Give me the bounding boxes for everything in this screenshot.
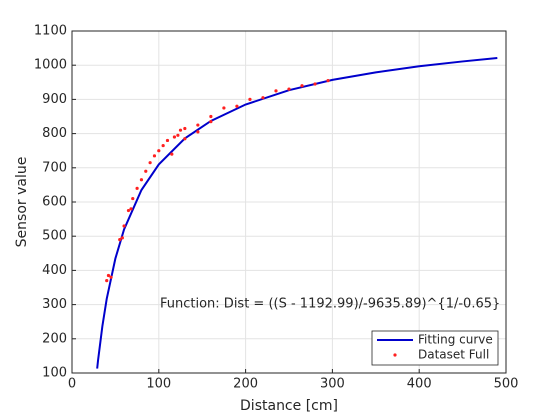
y-tick-label: 1000 bbox=[34, 58, 67, 73]
data-point bbox=[122, 224, 126, 228]
data-point bbox=[261, 96, 265, 100]
data-point bbox=[183, 126, 187, 131]
data-point bbox=[176, 133, 180, 137]
data-point bbox=[131, 196, 135, 201]
data-point bbox=[209, 120, 213, 124]
data-point bbox=[183, 137, 187, 141]
ticks: 0 100 200 300 400 500100200300400500600700800… bbox=[34, 24, 519, 392]
annotation: Function: Dist = ((S - 1192.99)/-9635.89… bbox=[160, 297, 500, 312]
y-tick-label: 200 bbox=[42, 331, 67, 346]
y-tick-label: 500 bbox=[42, 229, 67, 244]
data-point bbox=[161, 143, 165, 148]
data-point bbox=[300, 84, 304, 88]
data-point bbox=[326, 78, 330, 83]
legend-box bbox=[371, 330, 499, 366]
y-tick-label: 900 bbox=[42, 92, 67, 107]
grid bbox=[71, 30, 507, 374]
data-point bbox=[157, 149, 161, 153]
x-tick-label: 200 bbox=[233, 377, 258, 392]
x-tick-label: 400 bbox=[407, 377, 432, 392]
data-point bbox=[106, 273, 111, 278]
y-axis-label: Sensor value bbox=[14, 157, 30, 248]
x-tick-label: 100 bbox=[146, 377, 171, 392]
data-point bbox=[196, 130, 200, 134]
x-tick-label: 500 bbox=[494, 377, 519, 392]
data-point bbox=[209, 114, 213, 119]
data-point bbox=[196, 123, 200, 127]
data-point bbox=[170, 152, 174, 156]
data-point bbox=[274, 89, 278, 93]
legend-label: Dataset Full bbox=[418, 348, 489, 362]
y-tick-label: 1100 bbox=[34, 24, 67, 39]
data-point bbox=[287, 87, 291, 91]
x-tick-label: 0 bbox=[68, 377, 76, 392]
y-tick-label: 300 bbox=[42, 297, 67, 312]
data-point bbox=[109, 275, 113, 279]
data-point bbox=[118, 238, 122, 242]
x-tick-label: 300 bbox=[320, 377, 345, 392]
y-tick-label: 800 bbox=[42, 126, 67, 141]
data-point bbox=[144, 169, 148, 173]
data-point bbox=[152, 154, 157, 158]
data-point bbox=[222, 106, 226, 110]
data-point bbox=[313, 82, 317, 86]
data-point bbox=[148, 161, 152, 165]
data-point bbox=[126, 208, 131, 213]
data-point bbox=[248, 97, 252, 101]
x-axis-label: Distance [cm] bbox=[240, 398, 338, 414]
legend-label: Fitting curve bbox=[418, 333, 493, 347]
data-point bbox=[172, 135, 177, 139]
data-point bbox=[139, 178, 144, 182]
data-point bbox=[178, 128, 183, 132]
y-tick-label: 600 bbox=[42, 195, 67, 210]
legend-swatch bbox=[393, 353, 397, 357]
data-point bbox=[105, 279, 109, 283]
data-point bbox=[129, 207, 133, 211]
data-point bbox=[165, 138, 170, 143]
data-point bbox=[135, 186, 139, 190]
data-point bbox=[235, 104, 239, 108]
data bbox=[96, 57, 498, 369]
data-point bbox=[120, 236, 124, 240]
y-tick-label: 100 bbox=[42, 366, 67, 381]
y-tick-label: 400 bbox=[42, 263, 67, 278]
y-tick-label: 700 bbox=[42, 160, 67, 175]
